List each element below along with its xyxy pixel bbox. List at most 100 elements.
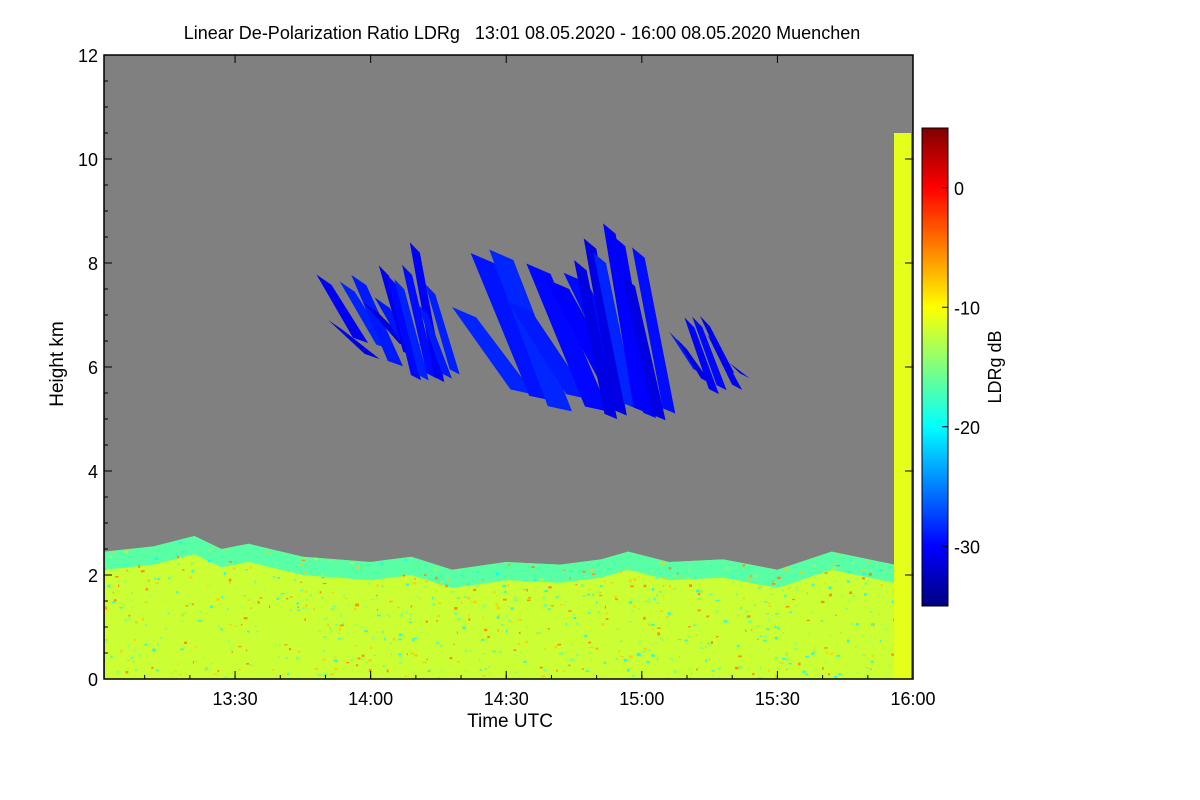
cirrus-streak (574, 259, 618, 420)
boundary-layer-pixel (295, 656, 299, 660)
boundary-layer-pixel (287, 672, 289, 676)
boundary-layer-pixel (705, 646, 707, 648)
boundary-layer-pixel (713, 674, 717, 676)
boundary-layer-pixel (333, 659, 338, 662)
chart-title: Linear De-Polarization Ratio LDRg 13:01 … (184, 23, 860, 43)
boundary-layer-pixel (592, 593, 594, 597)
boundary-layer-pixel (616, 628, 620, 630)
boundary-layer-pixel (398, 638, 402, 641)
boundary-layer-pixel (496, 616, 500, 619)
boundary-layer-pixel (386, 669, 389, 673)
y-axis-label: Height km (47, 321, 68, 407)
boundary-layer-pixel (435, 576, 438, 580)
boundary-layer-pixel (824, 662, 827, 664)
boundary-layer-pixel (323, 618, 327, 620)
boundary-layer-pixel (846, 639, 850, 643)
boundary-layer-pixel (547, 608, 551, 610)
boundary-layer-pixel (623, 658, 627, 662)
boundary-layer-pixel (892, 589, 896, 593)
boundary-layer-pixel (217, 669, 220, 673)
boundary-layer-pixel (649, 580, 651, 582)
boundary-layer-pixel (118, 584, 120, 588)
boundary-layer-pixel (576, 563, 579, 566)
boundary-layer-pixel (171, 672, 174, 675)
boundary-layer-pixel (700, 642, 702, 644)
boundary-layer-pixel (563, 569, 566, 571)
boundary-layer-pixel (286, 590, 290, 593)
boundary-layer-pixel (123, 564, 127, 566)
boundary-layer-pixel (365, 660, 368, 663)
boundary-layer-pixel (220, 628, 223, 631)
boundary-layer-pixel (369, 646, 373, 650)
boundary-layer-pixel (705, 659, 708, 662)
boundary-layer-pixel (563, 670, 566, 673)
boundary-layer-pixel (668, 567, 672, 570)
boundary-layer-pixel (779, 662, 784, 665)
boundary-layer-pixel (330, 629, 333, 633)
boundary-layer-pixel (568, 664, 571, 667)
boundary-layer-pixel (229, 648, 234, 651)
boundary-layer-pixel (744, 612, 747, 615)
boundary-layer-pixel (204, 667, 208, 670)
boundary-layer-pixel (514, 599, 518, 602)
boundary-layer-pixel (750, 574, 752, 578)
boundary-layer-pixel (788, 662, 792, 665)
boundary-layer-pixel (428, 645, 432, 647)
boundary-layer-pixel (424, 585, 428, 588)
boundary-layer-pixel (879, 639, 882, 642)
boundary-layer-pixel (880, 584, 883, 587)
boundary-layer-pixel (334, 574, 338, 578)
cirrus-streak (417, 303, 453, 379)
boundary-layer-pixel (777, 620, 779, 622)
boundary-layer-pixel (285, 656, 289, 660)
boundary-layer-pixel (476, 585, 479, 588)
boundary-layer-pixel (813, 650, 817, 653)
boundary-layer-pixel (301, 559, 306, 561)
boundary-layer-pixel (686, 578, 690, 581)
boundary-layer-pixel (130, 599, 133, 603)
boundary-layer-pixel (514, 654, 518, 657)
boundary-layer-pixel (364, 630, 368, 632)
boundary-layer-pixel (424, 580, 429, 583)
boundary-layer-pixel (742, 564, 746, 567)
boundary-layer-pixel (240, 623, 243, 626)
boundary-layer-pixel (479, 669, 483, 671)
boundary-layer-pixel (425, 620, 429, 623)
boundary-layer-pixel (777, 661, 781, 664)
boundary-layer-pixel (666, 615, 669, 619)
boundary-layer-pixel (119, 606, 123, 609)
boundary-layer-pixel (296, 566, 298, 568)
boundary-layer-pixel (337, 632, 341, 635)
boundary-layer-pixel (356, 664, 359, 667)
cirrus-streak (699, 315, 735, 374)
boundary-layer-pixel (689, 676, 692, 679)
boundary-layer-pixel (167, 612, 170, 615)
boundary-layer-pixel (423, 574, 427, 576)
boundary-layer-pixel (630, 609, 635, 613)
boundary-layer-pixel (468, 618, 471, 621)
boundary-layer-pixel (343, 594, 345, 597)
colorbar-tick-label: 0 (954, 179, 964, 199)
boundary-layer-pixel (650, 623, 655, 626)
y-tick-label: 0 (88, 670, 98, 690)
boundary-layer-pixel (811, 585, 814, 588)
boundary-layer-pixel (360, 658, 363, 661)
boundary-layer-pixel (483, 565, 485, 568)
boundary-layer-pixel (774, 636, 778, 640)
boundary-layer-pixel (785, 653, 788, 656)
boundary-layer-pixel (628, 655, 633, 659)
boundary-layer-pixel (123, 580, 127, 583)
boundary-layer-pixel (290, 596, 293, 598)
boundary-layer-pixel (266, 552, 270, 555)
boundary-layer-pixel (165, 628, 167, 631)
boundary-layer-pixel (529, 576, 531, 578)
boundary-layer-pixel (576, 654, 579, 657)
boundary-layer-pixel (134, 620, 138, 624)
boundary-layer-pixel (152, 648, 156, 652)
boundary-layer-pixel (862, 572, 866, 576)
cirrus-streak (386, 274, 422, 381)
cirrus-cloud (668, 315, 750, 395)
boundary-layer-pixel (313, 608, 316, 611)
boundary-layer-pixel (689, 599, 693, 601)
boundary-layer-pixel (700, 590, 703, 593)
